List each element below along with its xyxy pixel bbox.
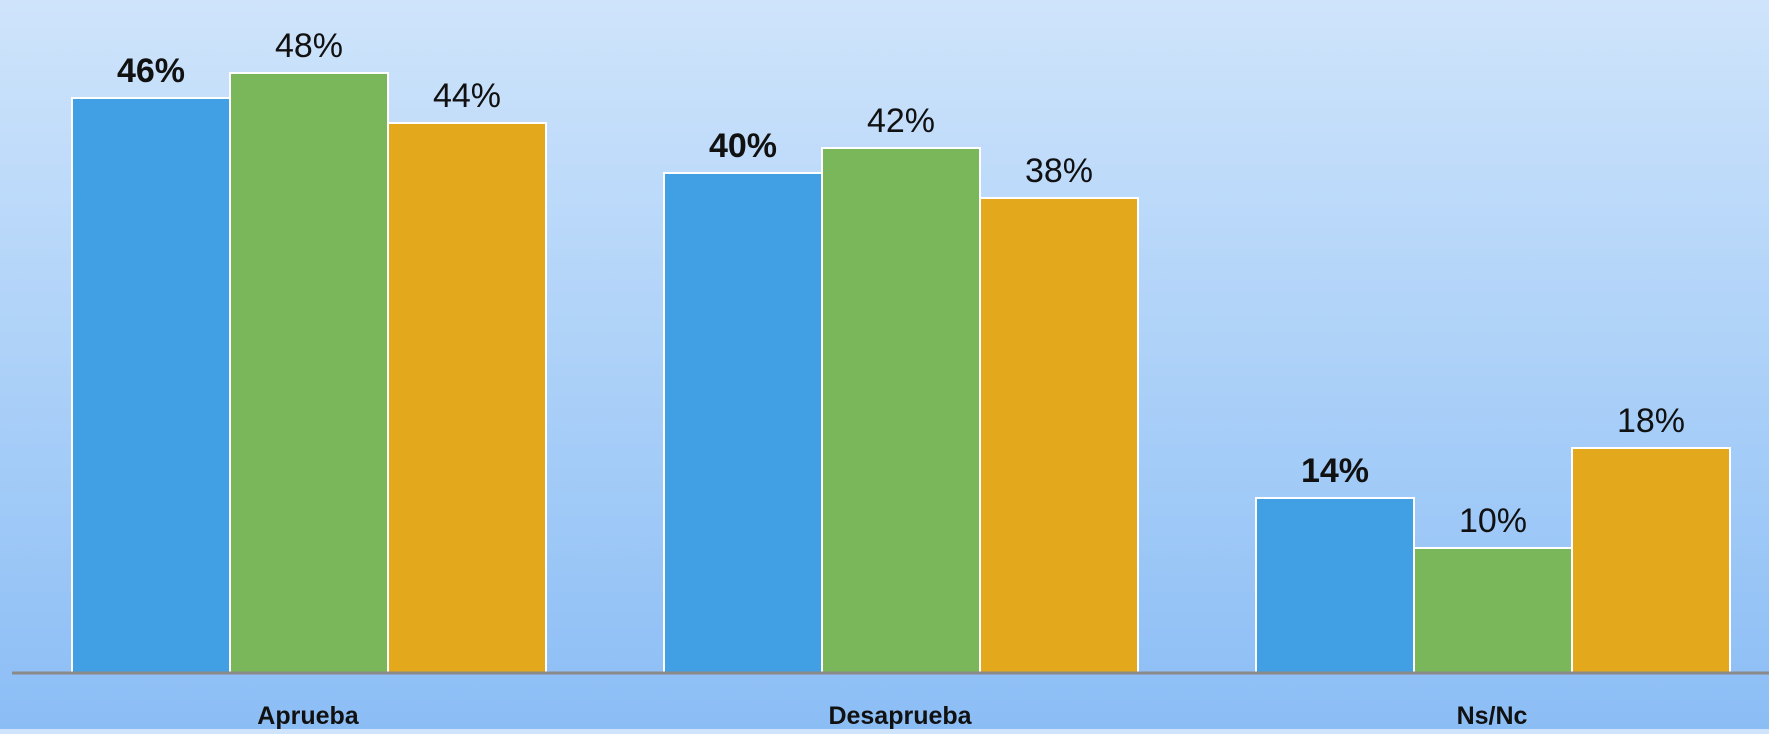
bar-aprueba-s3 (387, 122, 547, 674)
value-label: 10% (1459, 502, 1527, 540)
bar-ns-nc-s1 (1255, 497, 1415, 674)
bar-desaprueba-s2 (821, 147, 981, 674)
value-label: 40% (709, 127, 777, 165)
bar-ns-nc-s2 (1413, 547, 1573, 674)
value-label: 18% (1617, 402, 1685, 440)
value-label: 42% (867, 102, 935, 140)
bar-aprueba-s1 (71, 97, 231, 674)
bar-aprueba-s2 (229, 72, 389, 674)
bar-desaprueba-s3 (979, 197, 1139, 674)
value-label: 44% (433, 77, 501, 115)
category-label: Desaprueba (828, 702, 972, 729)
category-label: Aprueba (257, 702, 360, 729)
bar-desaprueba-s1 (663, 172, 823, 674)
value-label: 46% (117, 52, 185, 90)
category-label: Ns/Nc (1457, 702, 1528, 729)
value-label: 14% (1301, 452, 1369, 490)
bar-ns-nc-s3 (1571, 447, 1731, 674)
value-label: 38% (1025, 152, 1093, 190)
value-label: 48% (275, 27, 343, 65)
